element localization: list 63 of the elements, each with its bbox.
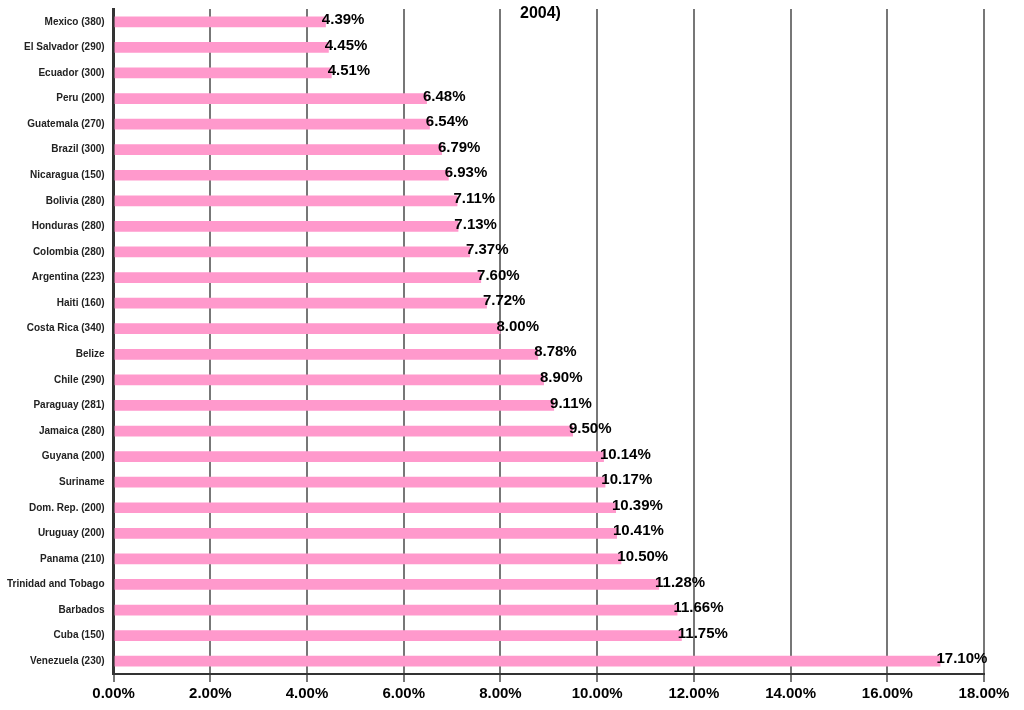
data-label: 17.10% [936,649,988,667]
data-label: 7.60% [477,265,520,283]
data-label: 7.72% [482,291,526,309]
y-tick-label: Brazil (300) [51,143,105,155]
x-tick-label: 10.00% [571,684,623,702]
y-tick-label: Colombia (280) [32,245,105,257]
y-tick-label: Barbados [58,603,106,615]
data-label: 10.39% [612,495,663,513]
y-tick-label: Mexico (380) [44,15,105,27]
x-tick-label: 18.00% [958,684,1010,702]
data-label: 8.90% [539,368,583,386]
x-tick-label: 0.00% [92,684,135,702]
y-tick-label: Jamaica (280) [38,424,105,436]
data-label: 6.79% [437,137,481,155]
x-tick-label: 4.00% [285,684,329,702]
data-label: 8.00% [496,316,539,334]
data-label: 6.48% [422,86,466,104]
y-tick-label: Guyana (200) [41,450,105,462]
x-tick-label: 6.00% [382,684,425,702]
data-label: 8.78% [534,342,577,360]
y-tick-label: Belize [75,348,106,360]
data-label: 10.17% [601,470,653,488]
x-tick-label: 12.00% [668,684,720,702]
y-tick-label: Venezuela (230) [30,654,105,666]
y-tick-label: Nicaragua (150) [30,169,105,180]
data-label: 10.41% [612,521,664,539]
data-label: 10.50% [617,547,669,565]
data-label: 9.11% [550,393,592,411]
y-tick-label: Guatemala (270) [27,117,105,129]
y-tick-label: Dom. Rep. (200) [29,501,105,513]
x-tick-label: 2.00% [189,684,232,702]
y-tick-label: Uruguay (200) [37,527,105,539]
data-label: 11.28% [655,572,706,590]
annotation: 2004) [520,4,561,22]
y-tick-label: Bolivia (280) [45,194,105,206]
data-label: 4.51% [327,61,371,79]
y-tick-label: El Salvador (290) [23,41,105,53]
data-label: 6.93% [444,163,488,181]
y-tick-label: Costa Rica (340) [26,322,105,334]
y-tick-label: Chile (290) [54,373,105,385]
y-tick-label: Honduras (280) [31,220,105,232]
x-tick-label: 16.00% [861,684,913,702]
y-tick-label: Trinidad and Tobago [6,578,105,590]
data-label: 4.45% [324,35,368,53]
data-label: 10.14% [599,444,651,462]
y-tick-label: Haiti (160) [56,296,105,308]
y-tick-label: Suriname [59,475,106,487]
data-label: 11.66% [673,598,724,616]
y-tick-label: Peru (200) [56,92,105,104]
x-tick-label: 8.00% [479,684,522,702]
data-label: 6.54% [425,112,469,130]
y-tick-label: Ecuador (300) [38,66,105,78]
data-label: 7.37% [465,240,509,258]
data-label: 9.50% [568,419,612,437]
data-label: 11.75% [677,623,728,641]
y-tick-label: Panama (210) [40,552,105,564]
y-tick-label: Argentina (223) [31,271,105,283]
data-label: 7.13% [454,214,497,232]
y-tick-label: Cuba (150) [53,629,105,641]
data-label: 7.11% [453,188,496,206]
y-tick-label: Paraguay (281) [33,399,105,411]
data-label: 4.39% [321,9,365,27]
x-tick-label: 14.00% [765,684,817,702]
